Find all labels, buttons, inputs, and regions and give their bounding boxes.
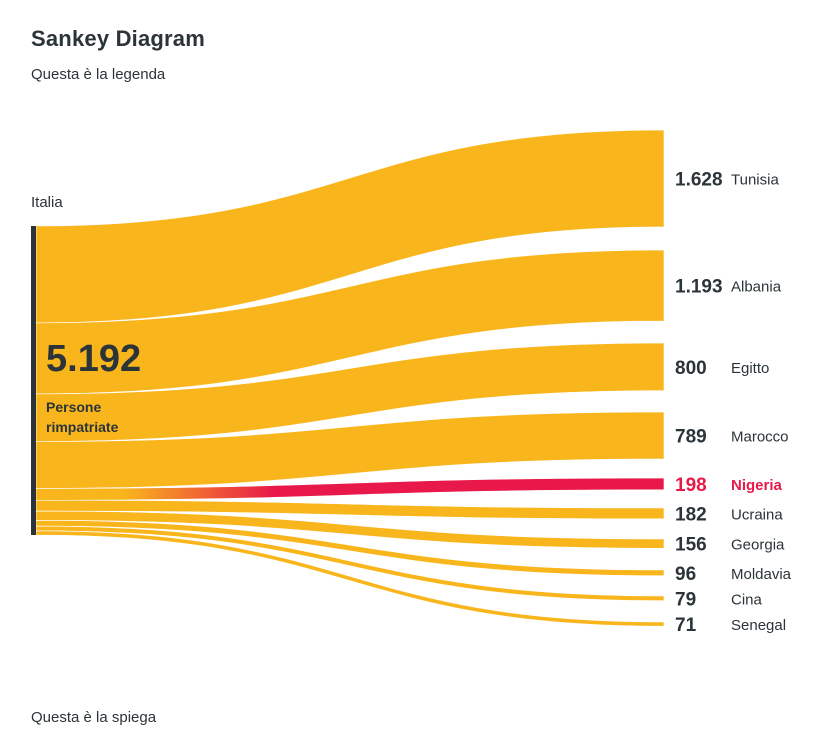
flows-layer	[35, 129, 665, 627]
flow-cina	[35, 525, 665, 602]
flow-name-cina: Cina	[731, 591, 763, 608]
flow-moldavia	[35, 520, 665, 577]
flow-value-nigeria: 198	[675, 475, 707, 496]
flow-nigeria	[35, 477, 665, 501]
source-node-label: Italia	[31, 194, 63, 211]
explanation-text: Questa è la spiega	[31, 709, 157, 726]
flow-name-nigeria: Nigeria	[731, 477, 783, 494]
flow-name-ucraina: Ucraina	[731, 506, 783, 523]
flow-value-moldavia: 96	[675, 564, 696, 585]
flow-value-egitto: 800	[675, 358, 707, 379]
flow-name-egitto: Egitto	[731, 360, 769, 377]
total-caption-line-2: rimpatriate	[46, 419, 119, 435]
flow-name-georgia: Georgia	[731, 537, 785, 554]
flow-value-tunisia: 1.628	[675, 169, 723, 190]
total-value: 5.192	[46, 338, 141, 380]
flow-value-marocco: 789	[675, 426, 707, 447]
flow-tunisia	[35, 129, 665, 324]
flow-ucraina	[35, 499, 665, 520]
legend-text: Questa è la legenda	[31, 66, 166, 83]
flow-name-tunisia: Tunisia	[731, 171, 779, 188]
flow-value-cina: 79	[675, 589, 696, 610]
flow-name-albania: Albania	[731, 279, 782, 296]
flow-name-moldavia: Moldavia	[731, 566, 792, 583]
flow-name-senegal: Senegal	[731, 617, 786, 634]
flow-value-ucraina: 182	[675, 504, 707, 525]
flow-albania	[35, 249, 665, 395]
chart-title: Sankey Diagram	[31, 26, 205, 51]
flow-value-albania: 1.193	[675, 277, 723, 298]
flow-name-marocco: Marocco	[731, 428, 789, 445]
total-caption-line-1: Persone	[46, 399, 101, 415]
flow-marocco	[35, 411, 665, 489]
source-node-bar	[31, 226, 36, 535]
target-labels: 1.628 Tunisia 1.193 Albania 800 Egitto 789 Maro…	[675, 169, 792, 636]
flow-egitto	[35, 342, 665, 442]
flow-value-senegal: 71	[675, 615, 697, 636]
flow-value-georgia: 156	[675, 535, 707, 556]
flow-georgia	[35, 510, 665, 549]
flow-senegal	[35, 530, 665, 627]
